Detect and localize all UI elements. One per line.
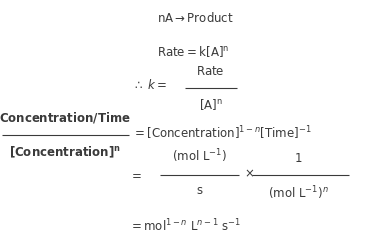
Text: $\mathbf{Concentration / Time}$: $\mathbf{Concentration / Time}$: [0, 110, 131, 125]
Text: $= [\mathrm{Concentration}]^{1-n}[\mathrm{Time}]^{-1}$: $= [\mathrm{Concentration}]^{1-n}[\mathr…: [132, 124, 312, 142]
Text: $\left(\mathrm{mol\ L}^{-1}\right)$: $\left(\mathrm{mol\ L}^{-1}\right)$: [172, 148, 227, 165]
Text: $=$: $=$: [129, 168, 142, 181]
Text: $\left(\mathrm{mol\ L}^{-1}\right)^{n}$: $\left(\mathrm{mol\ L}^{-1}\right)^{n}$: [268, 184, 329, 202]
Text: $= \mathrm{mol}^{1-n}\ \mathrm{L}^{n-1}\ \mathrm{s}^{-1}$: $= \mathrm{mol}^{1-n}\ \mathrm{L}^{n-1}\…: [129, 218, 241, 234]
Text: $\mathrm{s}$: $\mathrm{s}$: [196, 184, 203, 197]
Text: $\mathrm{Rate}$: $\mathrm{Rate}$: [197, 65, 225, 78]
Text: $\times$: $\times$: [244, 168, 254, 181]
Text: $\mathrm{Rate = k[A]^{n}}$: $\mathrm{Rate = k[A]^{n}}$: [157, 44, 229, 59]
Text: $\mathrm{[A]^{n}}$: $\mathrm{[A]^{n}}$: [199, 97, 223, 112]
Text: $\therefore\ k =$: $\therefore\ k =$: [132, 78, 168, 92]
Text: $\mathrm{nA} \rightarrow \mathrm{Product}$: $\mathrm{nA} \rightarrow \mathrm{Product…: [157, 11, 233, 25]
Text: $\mathbf{[Concentration]^{n}}$: $\mathbf{[Concentration]^{n}}$: [9, 144, 121, 160]
Text: $1$: $1$: [294, 152, 303, 165]
